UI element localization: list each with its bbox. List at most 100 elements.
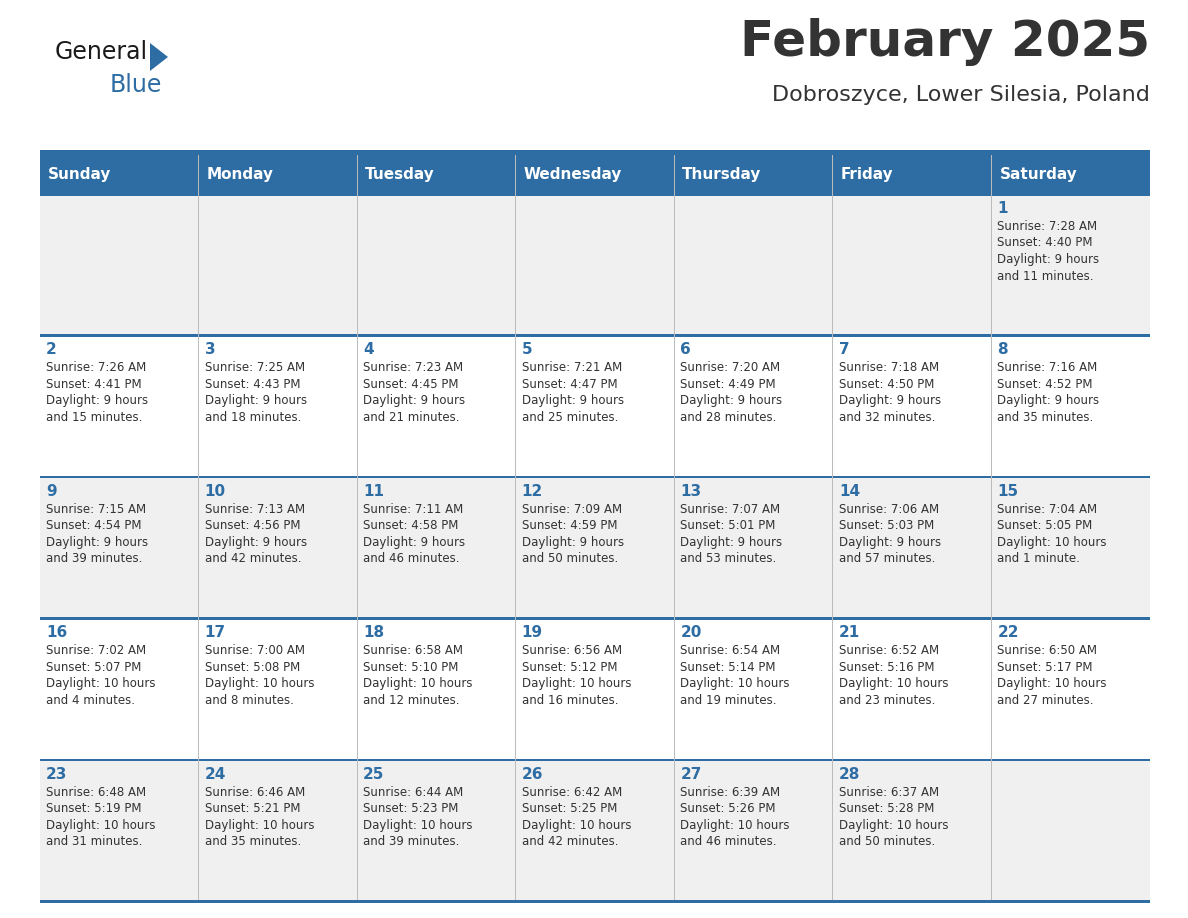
Bar: [198, 476, 358, 617]
Bar: [40, 334, 1150, 337]
Text: 14: 14: [839, 484, 860, 498]
Text: Sunset: 4:59 PM: Sunset: 4:59 PM: [522, 520, 618, 532]
Bar: [198, 193, 358, 334]
Text: Sunset: 4:54 PM: Sunset: 4:54 PM: [46, 520, 141, 532]
Bar: [675, 193, 833, 334]
Text: Daylight: 10 hours: Daylight: 10 hours: [839, 819, 948, 832]
Bar: [833, 334, 992, 476]
Text: Sunrise: 6:52 AM: Sunrise: 6:52 AM: [839, 644, 939, 657]
Text: Sunset: 5:17 PM: Sunset: 5:17 PM: [998, 661, 1093, 674]
Bar: [516, 155, 675, 193]
Text: Sunrise: 6:54 AM: Sunrise: 6:54 AM: [681, 644, 781, 657]
Text: Wednesday: Wednesday: [524, 166, 623, 182]
Text: and 53 minutes.: and 53 minutes.: [681, 553, 777, 565]
Text: Sunrise: 7:09 AM: Sunrise: 7:09 AM: [522, 503, 621, 516]
Bar: [40, 334, 198, 476]
Bar: [516, 193, 675, 334]
Text: Daylight: 10 hours: Daylight: 10 hours: [839, 677, 948, 690]
Text: and 18 minutes.: and 18 minutes.: [204, 411, 301, 424]
Text: Sunrise: 7:06 AM: Sunrise: 7:06 AM: [839, 503, 939, 516]
Bar: [198, 758, 358, 900]
Text: and 35 minutes.: and 35 minutes.: [204, 835, 301, 848]
Text: Daylight: 9 hours: Daylight: 9 hours: [46, 536, 148, 549]
Text: Sunset: 4:52 PM: Sunset: 4:52 PM: [998, 378, 1093, 391]
Text: Daylight: 10 hours: Daylight: 10 hours: [522, 819, 631, 832]
Text: Sunrise: 7:28 AM: Sunrise: 7:28 AM: [998, 220, 1098, 233]
Text: Sunset: 5:16 PM: Sunset: 5:16 PM: [839, 661, 934, 674]
Text: Sunrise: 7:02 AM: Sunrise: 7:02 AM: [46, 644, 146, 657]
Text: and 23 minutes.: and 23 minutes.: [839, 694, 935, 707]
Text: and 21 minutes.: and 21 minutes.: [364, 411, 460, 424]
Text: and 42 minutes.: and 42 minutes.: [204, 553, 301, 565]
Bar: [675, 617, 833, 758]
Text: Sunset: 5:07 PM: Sunset: 5:07 PM: [46, 661, 141, 674]
Text: and 8 minutes.: and 8 minutes.: [204, 694, 293, 707]
Text: Daylight: 9 hours: Daylight: 9 hours: [839, 395, 941, 408]
Text: and 35 minutes.: and 35 minutes.: [998, 411, 1094, 424]
Text: 25: 25: [364, 767, 385, 781]
Text: 9: 9: [46, 484, 57, 498]
Text: Sunrise: 7:21 AM: Sunrise: 7:21 AM: [522, 362, 623, 375]
Text: Daylight: 9 hours: Daylight: 9 hours: [46, 395, 148, 408]
Bar: [516, 334, 675, 476]
Bar: [833, 193, 992, 334]
Bar: [40, 155, 198, 193]
Text: 13: 13: [681, 484, 701, 498]
Text: 11: 11: [364, 484, 384, 498]
Text: Daylight: 9 hours: Daylight: 9 hours: [998, 395, 1100, 408]
Text: Sunrise: 7:23 AM: Sunrise: 7:23 AM: [364, 362, 463, 375]
Text: Friday: Friday: [841, 166, 893, 182]
Text: Dobroszyce, Lower Silesia, Poland: Dobroszyce, Lower Silesia, Poland: [772, 85, 1150, 105]
Text: Daylight: 10 hours: Daylight: 10 hours: [522, 677, 631, 690]
Text: Daylight: 10 hours: Daylight: 10 hours: [364, 677, 473, 690]
Bar: [675, 155, 833, 193]
Text: and 15 minutes.: and 15 minutes.: [46, 411, 143, 424]
Text: and 12 minutes.: and 12 minutes.: [364, 694, 460, 707]
Text: Sunrise: 7:16 AM: Sunrise: 7:16 AM: [998, 362, 1098, 375]
Text: Sunset: 5:10 PM: Sunset: 5:10 PM: [364, 661, 459, 674]
Text: and 46 minutes.: and 46 minutes.: [364, 553, 460, 565]
Bar: [358, 617, 516, 758]
Bar: [198, 617, 358, 758]
Bar: [358, 758, 516, 900]
Text: and 11 minutes.: and 11 minutes.: [998, 270, 1094, 283]
Text: Sunset: 5:05 PM: Sunset: 5:05 PM: [998, 520, 1093, 532]
Text: Sunrise: 7:04 AM: Sunrise: 7:04 AM: [998, 503, 1098, 516]
Text: Daylight: 10 hours: Daylight: 10 hours: [998, 677, 1107, 690]
Text: February 2025: February 2025: [740, 18, 1150, 66]
Text: and 31 minutes.: and 31 minutes.: [46, 835, 143, 848]
Text: and 57 minutes.: and 57 minutes.: [839, 553, 935, 565]
Text: Sunset: 5:03 PM: Sunset: 5:03 PM: [839, 520, 934, 532]
Text: Daylight: 9 hours: Daylight: 9 hours: [681, 536, 783, 549]
Text: Sunrise: 7:00 AM: Sunrise: 7:00 AM: [204, 644, 304, 657]
Bar: [198, 334, 358, 476]
Text: General: General: [55, 40, 148, 64]
Text: Daylight: 10 hours: Daylight: 10 hours: [998, 536, 1107, 549]
Text: Sunset: 4:49 PM: Sunset: 4:49 PM: [681, 378, 776, 391]
Text: Sunset: 5:14 PM: Sunset: 5:14 PM: [681, 661, 776, 674]
Bar: [992, 617, 1150, 758]
Bar: [358, 476, 516, 617]
Text: 7: 7: [839, 342, 849, 357]
Text: 5: 5: [522, 342, 532, 357]
Text: Sunset: 5:25 PM: Sunset: 5:25 PM: [522, 802, 617, 815]
Text: Daylight: 9 hours: Daylight: 9 hours: [681, 395, 783, 408]
Text: Sunrise: 6:37 AM: Sunrise: 6:37 AM: [839, 786, 939, 799]
Bar: [198, 155, 358, 193]
Text: 20: 20: [681, 625, 702, 640]
Text: Sunset: 5:01 PM: Sunset: 5:01 PM: [681, 520, 776, 532]
Text: Blue: Blue: [110, 73, 163, 97]
Text: Sunrise: 7:11 AM: Sunrise: 7:11 AM: [364, 503, 463, 516]
Text: and 16 minutes.: and 16 minutes.: [522, 694, 618, 707]
Bar: [833, 155, 992, 193]
Text: Daylight: 9 hours: Daylight: 9 hours: [364, 395, 466, 408]
Text: 18: 18: [364, 625, 384, 640]
Polygon shape: [150, 43, 168, 71]
Bar: [992, 334, 1150, 476]
Text: and 27 minutes.: and 27 minutes.: [998, 694, 1094, 707]
Text: Daylight: 10 hours: Daylight: 10 hours: [46, 677, 156, 690]
Text: Sunrise: 6:50 AM: Sunrise: 6:50 AM: [998, 644, 1098, 657]
Bar: [992, 155, 1150, 193]
Text: Sunrise: 6:56 AM: Sunrise: 6:56 AM: [522, 644, 621, 657]
Text: 27: 27: [681, 767, 702, 781]
